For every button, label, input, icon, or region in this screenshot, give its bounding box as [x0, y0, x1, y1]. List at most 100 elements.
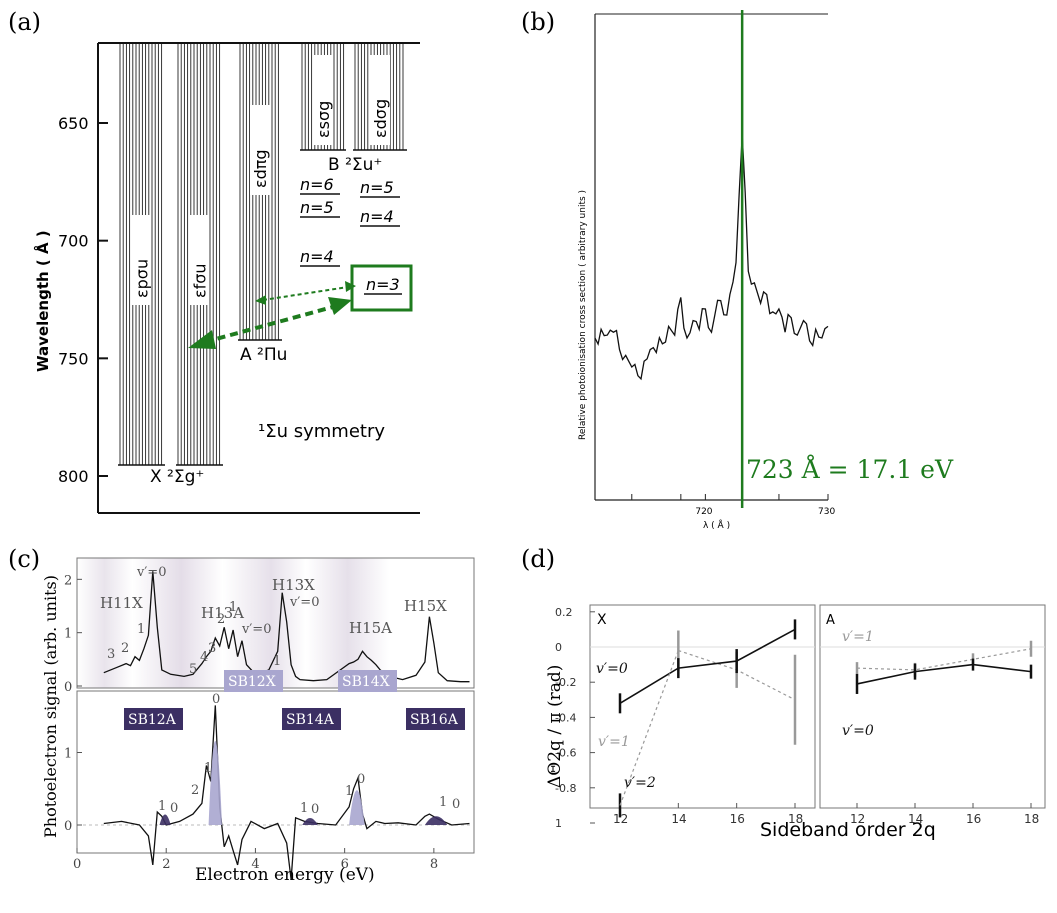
vib-h11x-3: 3	[107, 647, 115, 662]
continuum-label-bg	[313, 55, 333, 145]
d-a-v0-label: v′=0	[842, 723, 874, 739]
sideband-fill	[349, 790, 365, 825]
a-ytick-label: 650	[58, 114, 89, 133]
panel-c-xlabel: Electron energy (eV)	[195, 865, 375, 885]
c-xtick-label: 8	[430, 857, 438, 872]
panel-b-label: (b)	[521, 8, 555, 36]
c-xtick-label: 6	[341, 857, 349, 872]
rydberg-left-n5: n=5	[300, 198, 334, 217]
coupling-arrows	[188, 281, 356, 349]
sb-vib-12x-2: 2	[191, 783, 199, 798]
vib-h11x-0: v′=0	[136, 565, 166, 580]
d-series-line	[856, 663, 1032, 685]
panel-a-label: (a)	[8, 8, 41, 36]
vib-h13a-2: 2	[217, 612, 225, 627]
continuum-label: εfσu	[191, 263, 210, 298]
d-a-frame	[819, 604, 1046, 809]
thin-arrow-line	[262, 286, 349, 301]
d-x-v1-label: v′=1	[598, 734, 630, 750]
thin-arrow-head-left	[255, 295, 266, 305]
harmonic-h11x: H11X	[100, 594, 143, 612]
panel-b-ylabel: Relative photoionisation cross section (…	[578, 190, 588, 440]
continuum-label-bg	[189, 215, 210, 305]
panel-b-xlabel: λ ( Å )	[703, 519, 730, 531]
vib-h13a-0: v′=0	[241, 622, 271, 637]
d-ytick-label: -0.2	[555, 676, 576, 689]
continuum-label-bg	[131, 215, 152, 305]
harmonic-h13a: H13A	[201, 604, 244, 622]
sb12a-label: SB12A	[128, 712, 177, 728]
panel-d-series	[618, 619, 1033, 818]
d-x-frame	[589, 604, 816, 809]
panel-c-label: (c)	[8, 545, 40, 573]
panel-b: (b) 720 730 λ ( Å ) Relative photoionisat…	[521, 8, 954, 531]
d-ytick-label: -0.8	[555, 782, 576, 795]
panel-a-ylabel: Wavelength ( Å )	[33, 230, 52, 372]
harmonic-h15a: H15A	[349, 619, 392, 637]
d-series-line	[619, 628, 796, 705]
panel-b-xticks: 720 730	[631, 494, 835, 517]
state-b-label: B ²Σu⁺	[328, 155, 382, 175]
c-xtick-label: 4	[251, 857, 259, 872]
vib-h13a-1: 1	[229, 600, 237, 615]
c-xtick-label: 2	[162, 857, 170, 872]
sideband-fill	[424, 816, 448, 825]
continuum-label: εsσg	[314, 101, 333, 138]
vib-h13a-5: 5	[189, 662, 197, 677]
b-xtick-label: 730	[818, 507, 835, 517]
vib-h13x-0: v′=0	[289, 595, 319, 610]
d-ytick-label: -0.4	[555, 711, 576, 724]
rydberg-left-n6: n=6	[300, 175, 334, 194]
panel-a-continua: εpσu εfσu εdπg εsσg εdσg	[118, 44, 407, 466]
d-series-line	[856, 648, 1032, 671]
sideband-fill	[302, 818, 318, 825]
d-ytick-label: 0.2	[555, 606, 573, 619]
sideband-fill	[208, 740, 222, 825]
d-x-xtick-label: 14	[671, 812, 686, 826]
sb-vib-14x-1: 1	[345, 784, 353, 799]
sb14x-label: SB14X	[342, 674, 390, 690]
vib-h13a-4: 4	[200, 650, 208, 665]
sb-vib-16a-1: 1	[439, 795, 447, 810]
continuum-label-bg	[250, 105, 270, 195]
c-top-ytick-label: 0	[64, 680, 72, 695]
panel-d-label: (d)	[521, 545, 555, 573]
resonance-annotation: 723 Å = 17.1 eV	[746, 454, 954, 484]
sb-vib-14a-1: 1	[300, 801, 308, 816]
c-bottom-ytick-label: 1	[64, 747, 72, 762]
rydberg-right-n3: n=3	[366, 275, 400, 294]
d-x-xtick-label: 18	[788, 812, 803, 826]
sb12x-box	[224, 670, 283, 692]
sb-vib-12a-0: 0	[170, 801, 178, 816]
d-x-v2-label: v′=2	[624, 775, 656, 791]
sb-vib-14x-0: 0	[357, 772, 365, 787]
d-ytick-label: 0	[555, 641, 562, 654]
thick-arrow-head-right	[328, 297, 352, 315]
thick-arrow-line	[204, 303, 341, 344]
continuum-label: εdπg	[251, 149, 270, 188]
panel-d: (d) X A 0.2 0 -0.2 -0.4 -0.6 -0.8 1 12 12 14 14 16 1…	[521, 545, 1046, 841]
continuum-label: εpσu	[133, 259, 152, 298]
d-ytick-label: 1	[555, 817, 562, 830]
sideband-fill	[159, 814, 171, 825]
sb-vib-12x-0: 0	[212, 692, 220, 707]
thick-arrow-head-left	[188, 330, 216, 349]
d-a-title: A	[826, 613, 835, 628]
sb14a-label: SB14A	[286, 712, 335, 728]
sb14a-box	[282, 708, 341, 730]
panel-a: (a) 650 700 750 800 Wavelength ( Å ) εpσu εf…	[8, 8, 420, 514]
vib-h13a-3: 3	[208, 641, 216, 656]
panel-d-xlabel: Sideband order 2q	[760, 819, 936, 841]
panel-c-ylabel: Photoelectron signal (arb. units)	[41, 575, 60, 838]
d-a-xtick-label: 16	[966, 812, 981, 826]
rydberg-left-n4: n=4	[300, 247, 334, 266]
symmetry-label: ¹Σu symmetry	[258, 421, 385, 442]
panel-a-yticks: 650 700 750 800	[58, 114, 108, 486]
panel-b-spectrum	[594, 134, 829, 381]
d-x-title: X	[597, 612, 607, 628]
d-a-xtick-label: 12	[850, 812, 865, 826]
sb-vib-16a-0: 0	[452, 797, 460, 812]
c-top-shading	[77, 558, 424, 688]
rydberg-right-n5: n=5	[360, 178, 394, 197]
